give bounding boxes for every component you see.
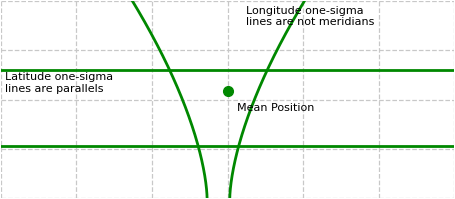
Text: Mean Position: Mean Position xyxy=(237,103,314,113)
Text: Latitude one-sigma
lines are parallels: Latitude one-sigma lines are parallels xyxy=(5,72,113,94)
Text: Longitude one-sigma
lines are not meridians: Longitude one-sigma lines are not meridi… xyxy=(246,6,374,27)
